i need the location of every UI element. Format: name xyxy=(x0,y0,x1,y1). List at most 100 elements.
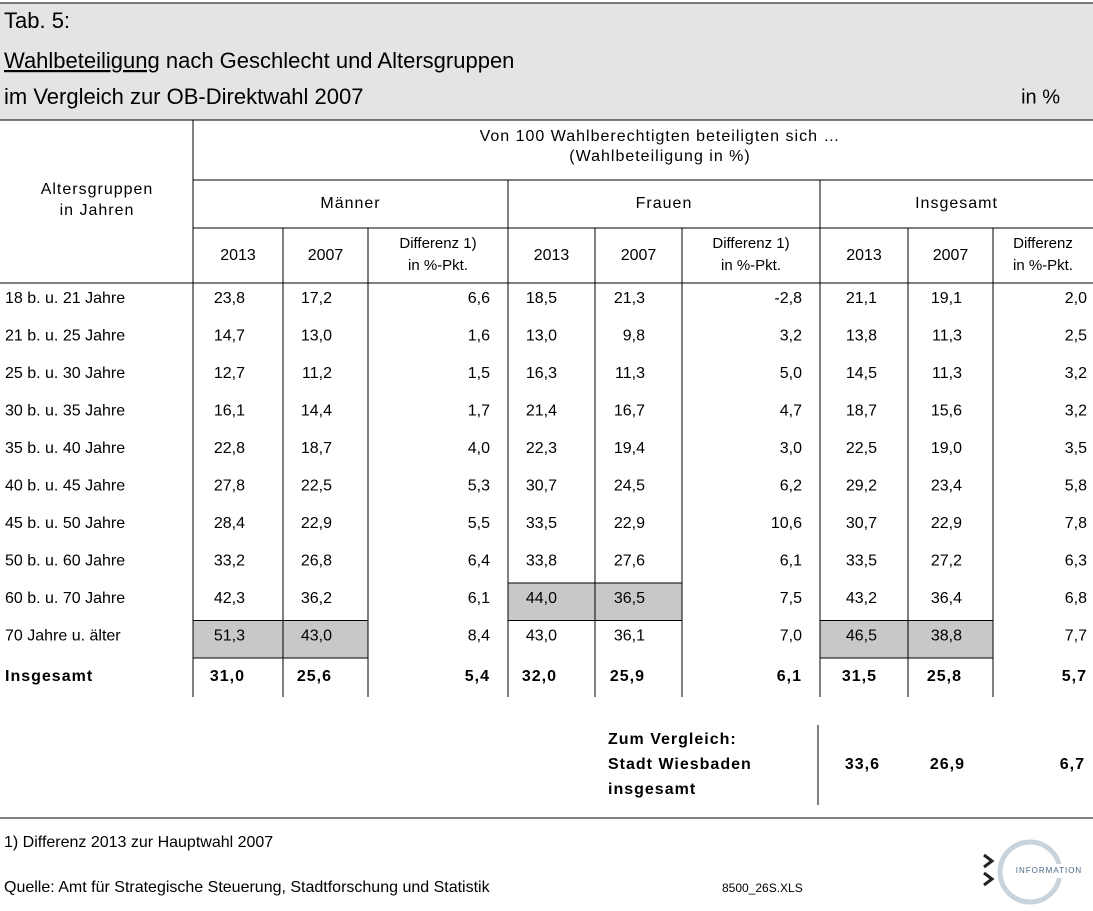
cell-value: 6,8 xyxy=(1065,590,1087,607)
cell-value: 7,7 xyxy=(1065,627,1087,644)
group-header: Frauen xyxy=(636,195,693,212)
cell-value: 19,4 xyxy=(614,440,645,457)
cell-value: 23,4 xyxy=(931,477,962,494)
cell-value: 22,5 xyxy=(301,477,332,494)
logo-arrows xyxy=(983,853,995,887)
cell-value: 25,8 xyxy=(927,668,962,685)
title-line1: Tab. 5: xyxy=(4,8,70,33)
cell-value: 12,7 xyxy=(214,365,245,382)
cell-value: 13,8 xyxy=(846,327,877,344)
cell-value: 23,8 xyxy=(214,290,245,307)
cell-value: 5,8 xyxy=(1065,477,1087,494)
cell-value: 22,3 xyxy=(526,440,557,457)
cell-value: 22,9 xyxy=(614,515,645,532)
column-header: Differenz 1) xyxy=(712,235,789,252)
cell-value: 19,1 xyxy=(931,290,962,307)
cell-value: 4,0 xyxy=(468,440,490,457)
cell-value: 22,9 xyxy=(931,515,962,532)
cell-value: 6,1 xyxy=(780,552,802,569)
cell-value: 6,6 xyxy=(468,290,490,307)
cell-value: 51,3 xyxy=(214,627,245,644)
cell-value: 3,2 xyxy=(780,327,802,344)
cell-value: 16,3 xyxy=(526,365,557,382)
cell-value: 5,7 xyxy=(1062,668,1087,685)
column-header: 2013 xyxy=(534,247,570,264)
row-label: 60 b. u. 70 Jahre xyxy=(5,590,125,607)
source: Quelle: Amt für Strategische Steuerung, … xyxy=(4,879,491,896)
cell-value: 36,5 xyxy=(614,590,645,607)
cell-value: 11,2 xyxy=(302,365,332,382)
title-underlined: Wahlbeteiligung xyxy=(4,48,160,73)
row-label: 25 b. u. 30 Jahre xyxy=(5,365,125,382)
cell-value: 6,1 xyxy=(777,668,802,685)
row-label: 40 b. u. 45 Jahre xyxy=(5,477,125,494)
cell-value: 3,2 xyxy=(1065,402,1087,419)
cell-value: 42,3 xyxy=(214,590,245,607)
footnote: 1) Differenz 2013 zur Hauptwahl 2007 xyxy=(4,834,273,851)
super-header: Von 100 Wahlberechtigten beteiligten sic… xyxy=(480,128,841,145)
comparison-value: 33,6 xyxy=(845,756,880,773)
cell-value: 25,9 xyxy=(610,668,645,685)
cell-value: 3,2 xyxy=(1065,365,1087,382)
cell-value: 18,5 xyxy=(526,290,557,307)
row-label: 50 b. u. 60 Jahre xyxy=(5,552,125,569)
cell-value: 13,0 xyxy=(526,327,557,344)
cell-value: 32,0 xyxy=(522,668,557,685)
row-label: 70 Jahre u. älter xyxy=(5,627,121,644)
cell-value: 44,0 xyxy=(526,590,557,607)
unit: in % xyxy=(1021,86,1060,108)
title-line2: Wahlbeteiligung nach Geschlecht und Alte… xyxy=(4,48,514,73)
cell-value: 2,0 xyxy=(1065,290,1087,307)
column-header: in %-Pkt. xyxy=(721,257,781,274)
cell-value: 3,5 xyxy=(1065,440,1087,457)
column-header: Differenz xyxy=(1013,235,1073,252)
cell-value: 46,5 xyxy=(846,627,877,644)
row-label: Insgesamt xyxy=(5,668,93,685)
cell-value: -2,8 xyxy=(774,290,802,307)
cell-value: 27,2 xyxy=(931,552,962,569)
cell-value: 29,2 xyxy=(846,477,877,494)
column-header: 2007 xyxy=(308,247,344,264)
cell-value: 31,5 xyxy=(842,668,877,685)
cell-value: 11,3 xyxy=(932,327,962,344)
cell-value: 16,7 xyxy=(614,402,645,419)
super-header: (Wahlbeteiligung in %) xyxy=(569,148,750,165)
comparison-label: Stadt Wiesbaden xyxy=(608,756,752,773)
file-name: 8500_26S.XLS xyxy=(722,881,803,895)
cell-value: 14,5 xyxy=(846,365,877,382)
cell-value: 26,8 xyxy=(301,552,332,569)
cell-value: 38,8 xyxy=(931,627,962,644)
cell-value: 43,2 xyxy=(846,590,877,607)
column-header: Differenz 1) xyxy=(399,235,476,252)
row-label: 18 b. u. 21 Jahre xyxy=(5,290,125,307)
cell-value: 4,7 xyxy=(780,402,802,419)
cell-value: 27,8 xyxy=(214,477,245,494)
cell-value: 33,8 xyxy=(526,552,557,569)
cell-value: 1,6 xyxy=(468,327,490,344)
cell-value: 15,6 xyxy=(931,402,962,419)
comparison-value: 26,9 xyxy=(930,756,965,773)
column-header: 2013 xyxy=(846,247,882,264)
comparison-label: insgesamt xyxy=(608,781,696,798)
cell-value: 43,0 xyxy=(301,627,332,644)
cell-value: 36,1 xyxy=(614,627,645,644)
cell-value: 18,7 xyxy=(301,440,332,457)
cell-value: 22,5 xyxy=(846,440,877,457)
cell-value: 36,4 xyxy=(931,590,962,607)
group-header: Männer xyxy=(320,195,380,212)
cell-value: 3,0 xyxy=(780,440,802,457)
column-header: 2007 xyxy=(933,247,969,264)
row-header: Altersgruppen xyxy=(41,181,154,198)
cell-value: 2,5 xyxy=(1065,327,1087,344)
cell-value: 24,5 xyxy=(614,477,645,494)
logo: INFORMATION xyxy=(983,839,1092,905)
cell-value: 7,0 xyxy=(780,627,802,644)
cell-value: 21,4 xyxy=(526,402,557,419)
row-header: in Jahren xyxy=(60,202,135,219)
cell-value: 33,5 xyxy=(846,552,877,569)
cell-value: 19,0 xyxy=(931,440,962,457)
cell-value: 5,4 xyxy=(465,668,490,685)
cell-value: 7,5 xyxy=(780,590,802,607)
title-line3: im Vergleich zur OB-Direktwahl 2007 xyxy=(4,84,363,109)
